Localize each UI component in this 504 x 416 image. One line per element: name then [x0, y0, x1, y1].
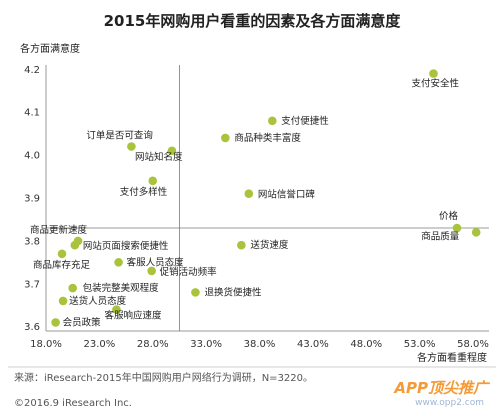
x-tick-label: 23.0% — [83, 339, 115, 350]
data-point — [452, 223, 462, 233]
data-point-label: 促销活动频率 — [160, 266, 218, 278]
data-point — [114, 258, 123, 267]
y-tick-label: 3.7 — [24, 279, 40, 290]
y-tick-label: 3.6 — [24, 322, 40, 333]
data-point-label: 商品更新速度 — [30, 224, 88, 236]
x-tick-label: 38.0% — [244, 339, 276, 350]
x-tick-label: 58.0% — [457, 339, 489, 350]
data-point — [58, 296, 68, 306]
x-tick-label: 18.0% — [30, 339, 62, 350]
data-points — [51, 69, 481, 327]
y-tick-label: 3.9 — [24, 194, 40, 205]
data-point-label: 送货人员态度 — [69, 295, 127, 307]
data-point — [471, 228, 481, 237]
data-point-label: 网站信誉口碑 — [258, 189, 316, 201]
x-tick-label: 48.0% — [350, 339, 382, 350]
data-point-label: 支付多样性 — [120, 186, 168, 198]
data-point-label: 支付便捷性 — [281, 115, 329, 127]
data-point — [429, 69, 438, 78]
data-point — [147, 266, 156, 276]
data-point-label: 订单是否可查询 — [86, 130, 153, 142]
x-tick-label: 53.0% — [404, 339, 436, 350]
data-point-label: 商品库存充足 — [33, 259, 91, 271]
y-tick-label: 4.0 — [24, 151, 40, 162]
y-axis-title: 各方面满意度 — [20, 42, 80, 55]
y-tick-label: 4.1 — [24, 108, 40, 119]
data-point — [244, 189, 254, 199]
data-point-label: 价格 — [439, 210, 459, 222]
data-point — [70, 240, 80, 250]
data-point — [51, 318, 60, 327]
x-tick-label: 33.0% — [190, 339, 222, 350]
source-note: 来源：iResearch-2015年中国网购用户网络行为调研，N=3220。 — [14, 371, 313, 384]
y-tick-labels: 3.6 3.7 3.8 3.9 4.0 4.1 4.2 — [24, 65, 40, 333]
data-point — [112, 305, 121, 314]
data-point-label: 包装完整美观程度 — [83, 282, 160, 294]
watermark-url: www.opp2.com — [415, 398, 484, 408]
data-point-label: 支付安全性 — [411, 78, 459, 90]
data-point-label: 送货速度 — [250, 239, 289, 251]
data-point-label: 会员政策 — [63, 316, 102, 328]
data-point — [268, 116, 277, 126]
x-axis-title: 各方面看重程度 — [417, 351, 487, 364]
chart-title: 2015年网购用户看重的因素及各方面满意度 — [104, 12, 402, 30]
data-point-label: 商品质量 — [421, 230, 460, 242]
data-point — [237, 240, 246, 250]
copyright-note: ©2016.9 iResearch Inc. — [14, 398, 132, 409]
data-point-label: 商品种类丰富度 — [234, 132, 301, 144]
plot-frame — [45, 65, 489, 332]
x-tick-label: 28.0% — [137, 339, 169, 350]
data-point-label: 退换货便捷性 — [204, 286, 262, 298]
x-tick-labels: 18.0% 23.0% 28.0% 33.0% 38.0% 43.0% 48.0% 53.0%… — [30, 339, 489, 350]
data-point — [68, 283, 77, 293]
data-point-label: 客服响应速度 — [104, 310, 162, 322]
y-tick-label: 4.2 — [24, 65, 40, 76]
data-point — [57, 249, 67, 259]
y-tick-label: 3.8 — [24, 236, 40, 247]
data-point — [167, 146, 177, 156]
data-point-label: 客服人员态度 — [127, 256, 185, 268]
data-point — [221, 133, 230, 143]
data-point-label: 网站知名度 — [135, 151, 183, 163]
x-tick-label: 43.0% — [297, 339, 329, 350]
data-point — [127, 142, 136, 151]
watermark-logo: APP顶尖推广 — [393, 379, 491, 397]
data-point-label: 网站页面搜索便捷性 — [83, 240, 169, 252]
data-point — [191, 288, 200, 297]
data-point — [148, 176, 158, 186]
